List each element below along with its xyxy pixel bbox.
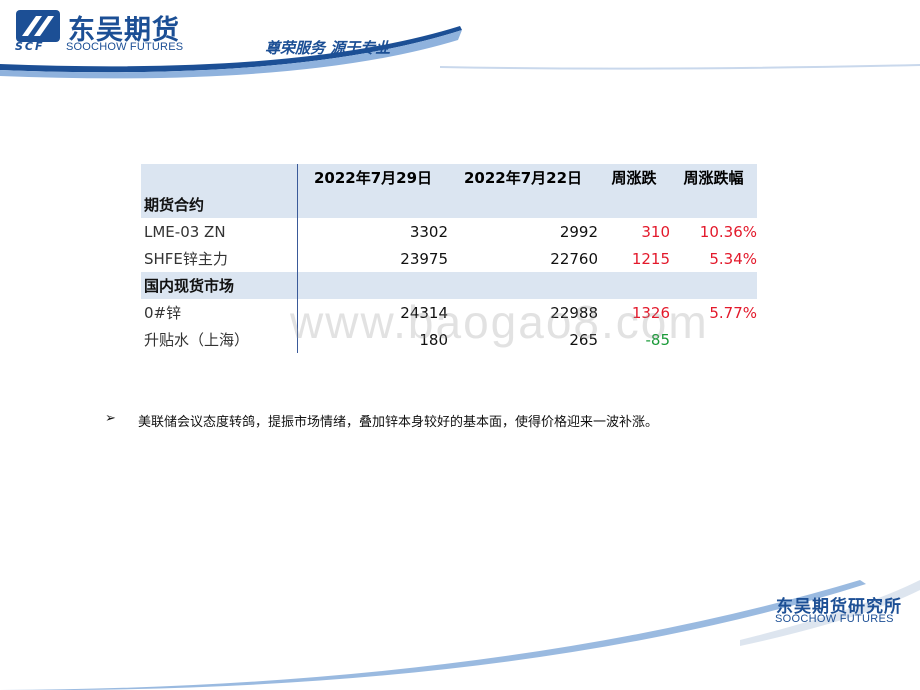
footer-institute-name-en: SOOCHOW FUTURES bbox=[775, 613, 894, 625]
footer-institute-name: 东吴期货研究所 bbox=[776, 597, 902, 617]
table-header-row: 2022年7月29日 2022年7月22日 周涨跌 周涨跌幅 bbox=[141, 164, 757, 191]
header-cell-current-date: 2022年7月29日 bbox=[297, 164, 448, 191]
row-change-pct: 5.77% bbox=[709, 303, 757, 322]
row-change: 310 bbox=[641, 222, 670, 241]
row-name: SHFE锌主力 bbox=[141, 245, 298, 272]
row-current: 24314 bbox=[400, 303, 448, 322]
price-table: 2022年7月29日 2022年7月22日 周涨跌 周涨跌幅 期货合约 LME-… bbox=[141, 164, 757, 353]
page-header: 东吴期货 SCF SOOCHOW FUTURES 尊荣服务 源于专业 bbox=[0, 0, 920, 80]
row-current: 23975 bbox=[400, 249, 448, 268]
header-cell-weekly-change: 周涨跌 bbox=[598, 164, 670, 191]
row-previous: 22760 bbox=[550, 249, 598, 268]
bullet-text: 美联储会议态度转鸽，提振市场情绪，叠加锌本身较好的基本面，使得价格迎来一波补涨。 bbox=[138, 415, 659, 430]
slogan: 尊荣服务 源于专业 bbox=[265, 39, 391, 57]
table-row: 升贴水（上海） 180 265 -85 bbox=[141, 326, 757, 353]
row-change-pct: 5.34% bbox=[709, 249, 757, 268]
section-row-spot: 国内现货市场 bbox=[141, 272, 757, 299]
row-change: 1326 bbox=[631, 303, 670, 322]
row-previous: 2992 bbox=[559, 222, 598, 241]
company-name-en: SOOCHOW FUTURES bbox=[66, 41, 184, 53]
row-previous: 265 bbox=[569, 330, 598, 349]
company-logo-icon bbox=[16, 10, 60, 42]
row-name: 升贴水（上海） bbox=[141, 326, 298, 353]
row-change: -85 bbox=[645, 330, 671, 349]
section-title: 期货合约 bbox=[141, 191, 298, 218]
row-change: 1215 bbox=[631, 249, 670, 268]
company-abbr: SCF bbox=[15, 40, 45, 53]
row-current: 3302 bbox=[409, 222, 448, 241]
header-swoosh bbox=[0, 26, 920, 79]
watermark: www.baogao8.com bbox=[290, 296, 709, 348]
section-row-futures: 期货合约 bbox=[141, 191, 757, 218]
table-row: SHFE锌主力 23975 22760 1215 5.34% bbox=[141, 245, 757, 272]
row-name: 0#锌 bbox=[141, 299, 298, 326]
company-name-cn: 东吴期货 bbox=[68, 15, 180, 46]
section-title: 国内现货市场 bbox=[141, 272, 298, 299]
header-cell-blank bbox=[141, 164, 298, 191]
table-row: LME-03 ZN 3302 2992 310 10.36% bbox=[141, 218, 757, 245]
header-cell-weekly-change-pct: 周涨跌幅 bbox=[670, 164, 757, 191]
row-previous: 22988 bbox=[550, 303, 598, 322]
header-cell-previous-date: 2022年7月22日 bbox=[448, 164, 598, 191]
table-row: 0#锌 24314 22988 1326 5.77% bbox=[141, 299, 757, 326]
row-change-pct: 10.36% bbox=[699, 222, 757, 241]
bullet-marker-icon: ➢ bbox=[105, 411, 116, 426]
row-name: LME-03 ZN bbox=[141, 218, 298, 245]
row-current: 180 bbox=[419, 330, 448, 349]
footer-swoosh bbox=[0, 580, 920, 690]
